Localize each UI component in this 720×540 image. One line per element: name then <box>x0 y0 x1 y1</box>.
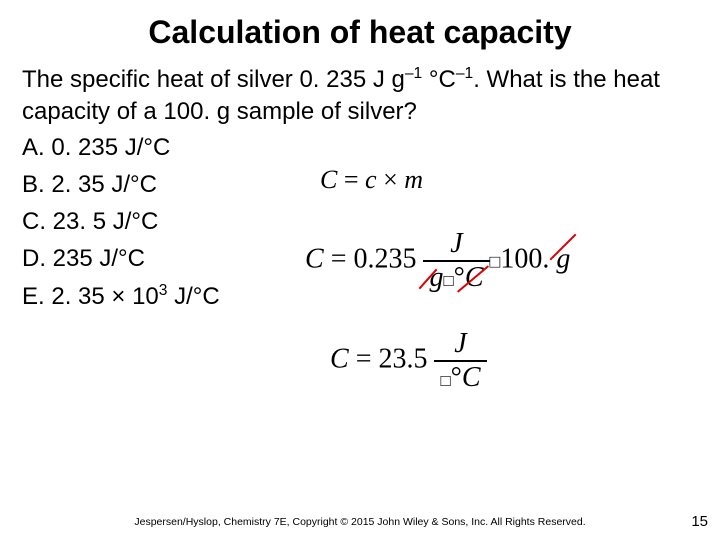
eq1-times: × <box>377 165 405 194</box>
eq3-den-box: □ <box>440 371 450 390</box>
eq3-den-c: C <box>462 362 481 393</box>
eq2-num: J <box>423 230 489 262</box>
eq3-lhs: C <box>330 343 349 374</box>
eq3-num: J <box>434 330 486 362</box>
eq2-mid-box: □ <box>490 251 501 271</box>
eq3-coef: 23.5 <box>378 343 434 374</box>
page-number: 15 <box>691 513 708 530</box>
eq2-den-g: g <box>429 262 443 293</box>
q-part1: The specific heat of silver 0. 235 J g <box>22 66 405 93</box>
q-sup2: –1 <box>456 65 473 82</box>
option-e-post: J/°C <box>167 283 219 310</box>
eq2-lhs: C <box>305 243 324 274</box>
q-sup1: –1 <box>405 65 422 82</box>
eq3-den: □°C <box>434 362 486 392</box>
option-e-pre: E. 2. 35 × 10 <box>22 283 159 310</box>
eq2-eq: = <box>324 243 354 274</box>
slide-title: Calculation of heat capacity <box>0 0 720 59</box>
equation-2: C = 0.235 J g□°C □100. g <box>305 230 570 292</box>
footer-copyright: Jespersen/Hyslop, Chemistry 7E, Copyrigh… <box>0 516 720 528</box>
eq2-den-box: □ <box>443 271 453 290</box>
eq3-eq: = <box>349 343 379 374</box>
eq2-tail: 100. <box>500 243 556 274</box>
eq3-den-deg: ° <box>451 362 462 393</box>
q-mid: °C <box>422 66 456 93</box>
eq1-m: m <box>404 165 423 194</box>
q-part1b: . What is <box>473 66 566 93</box>
eq2-frac: J g□°C <box>423 230 489 292</box>
question-text: The specific heat of silver 0. 235 J g–1… <box>0 59 720 129</box>
eq1-lhs: C <box>320 165 337 194</box>
eq2-tail-g: g <box>556 243 570 274</box>
equation-3: C = 23.5 J □°C <box>330 330 487 392</box>
option-a: A. 0. 235 J/°C <box>22 129 698 166</box>
eq1-c: c <box>365 165 377 194</box>
equation-1: C = c × m <box>320 165 423 195</box>
eq2-den: g□°C <box>423 262 489 292</box>
eq1-eq: = <box>337 165 365 194</box>
eq2-coef: 0.235 <box>353 243 423 274</box>
eq3-frac: J □°C <box>434 330 486 392</box>
